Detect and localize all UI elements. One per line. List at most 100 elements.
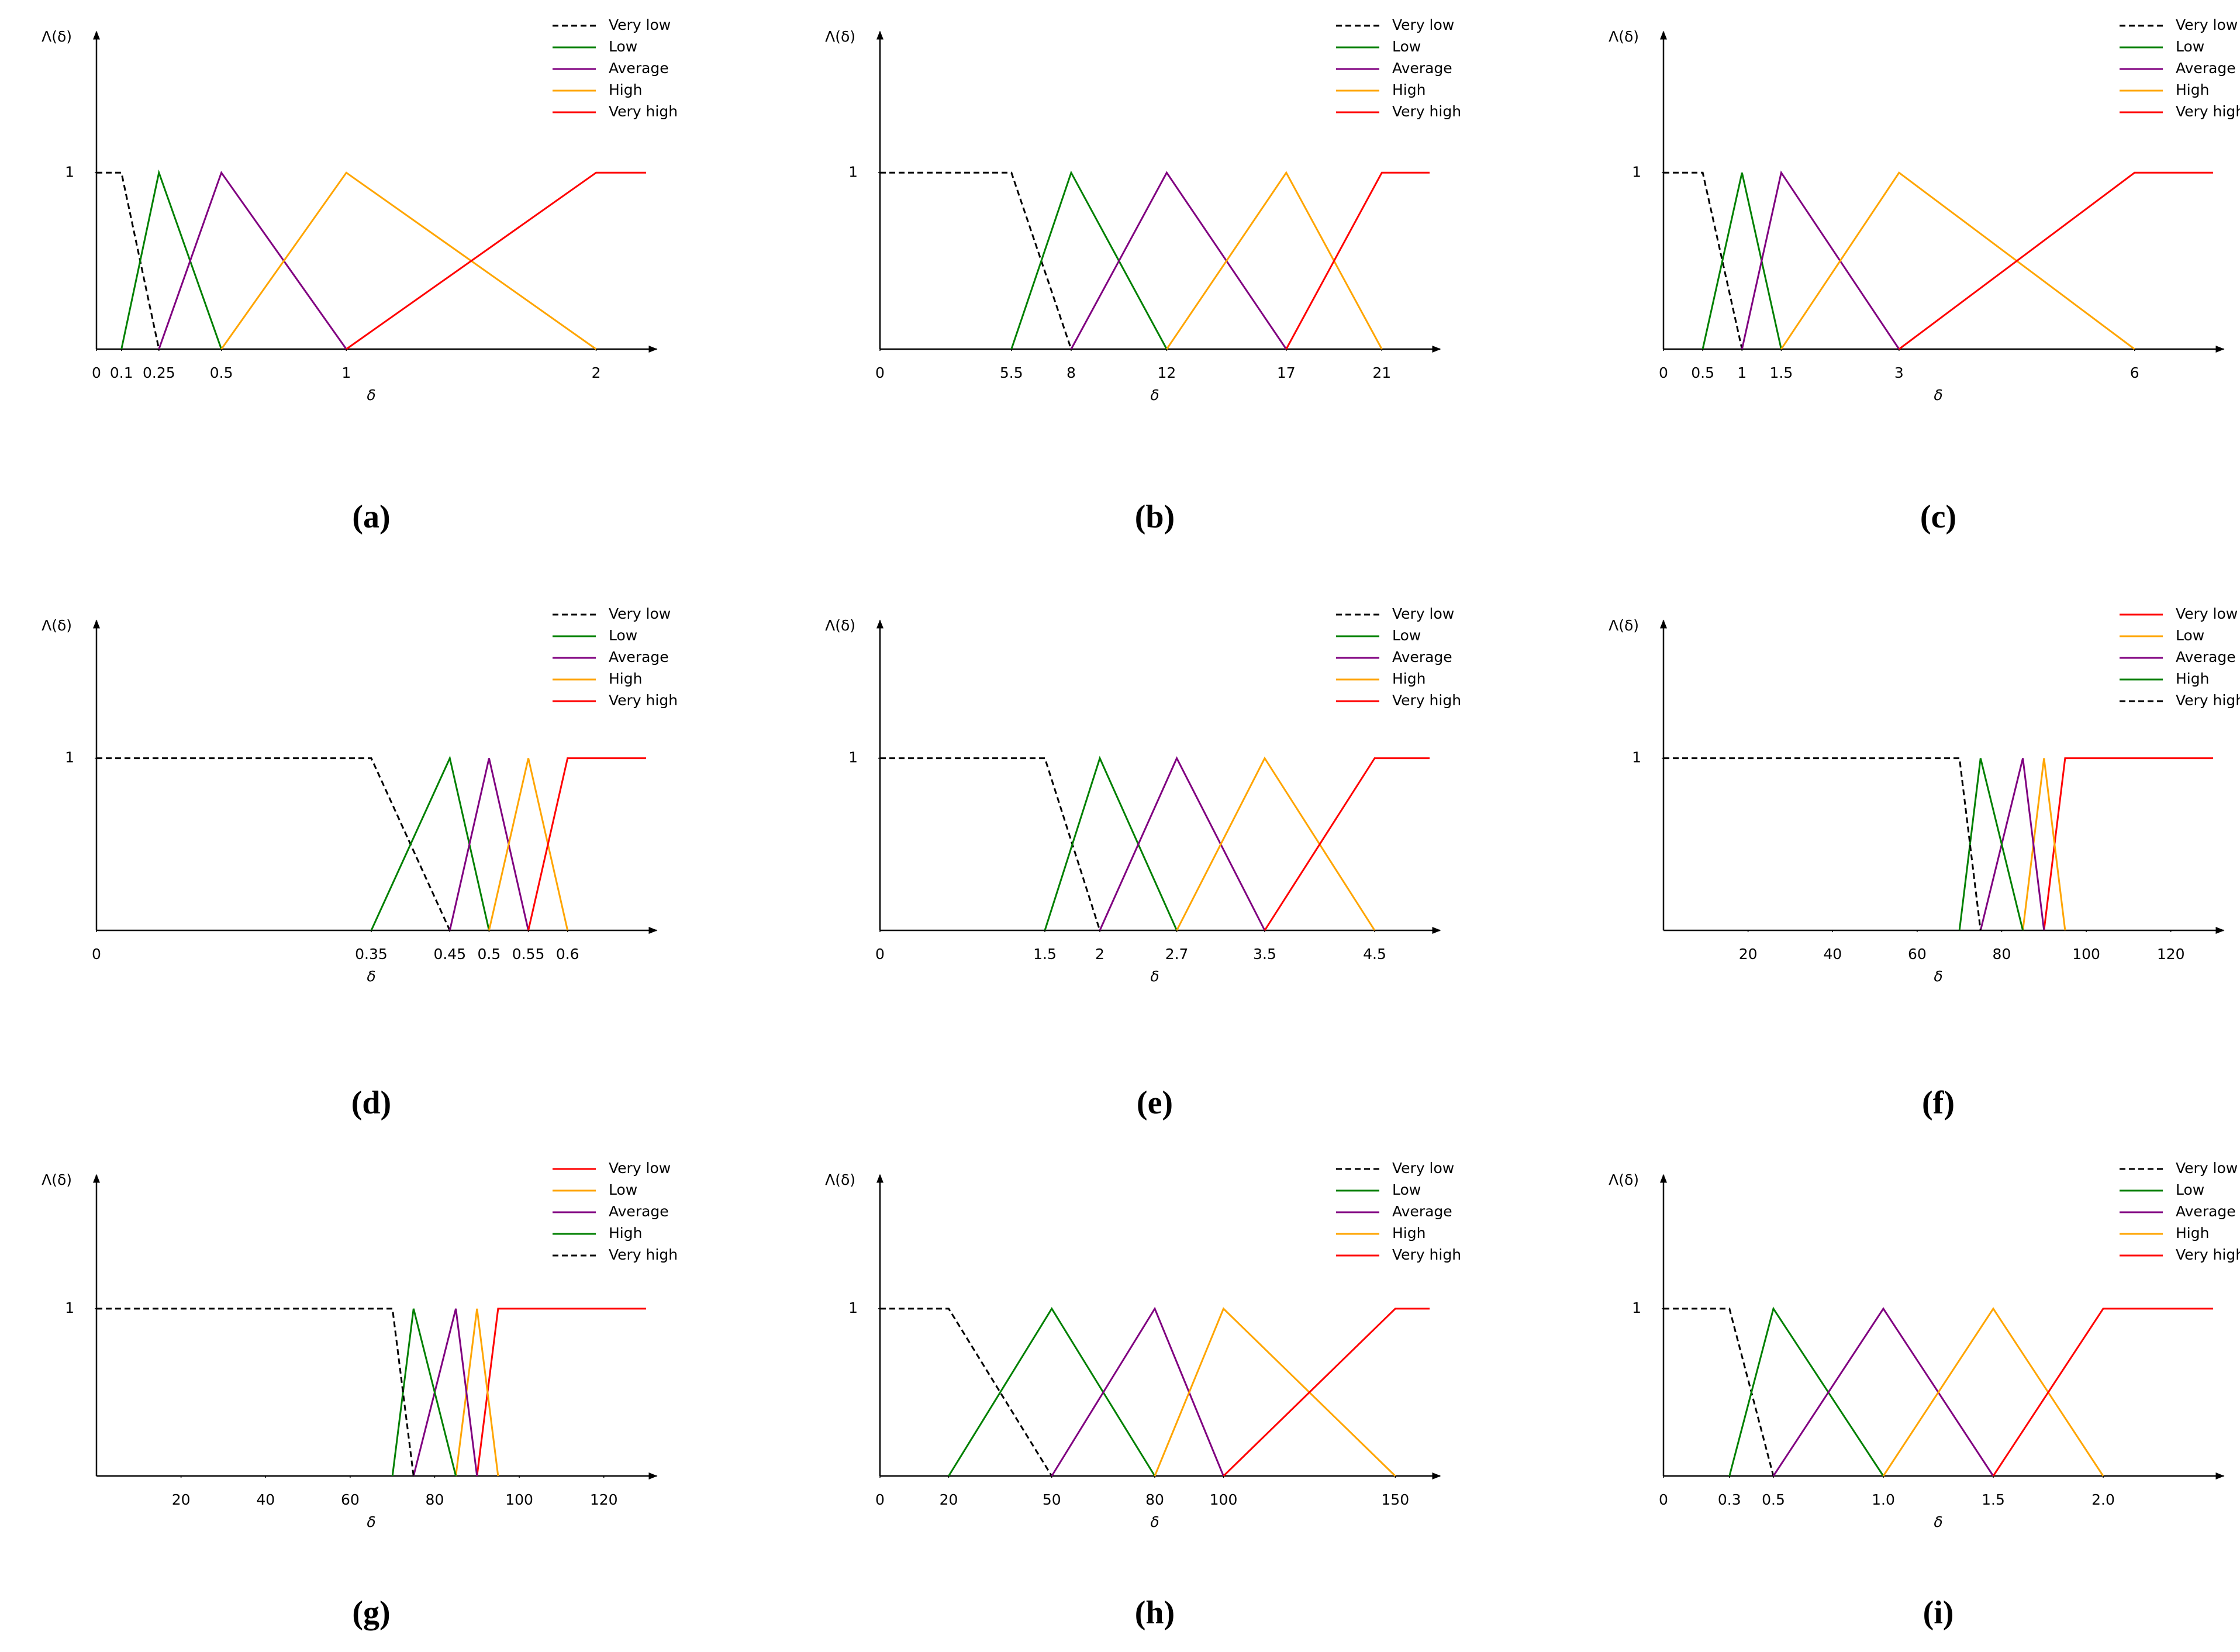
legend-label: Very high	[1392, 103, 1461, 120]
legend-label: Average	[2176, 1203, 2236, 1220]
legend-label: Very low	[1392, 605, 1454, 622]
x-tick-label: 80	[426, 1491, 444, 1508]
y-tick-label: 1	[1632, 1299, 1641, 1316]
y-axis-label: Λ(δ)	[42, 617, 72, 634]
legend-label: Average	[609, 60, 669, 77]
legend-label: High	[2176, 1225, 2209, 1241]
x-tick-label: 0	[92, 946, 101, 963]
x-axis-label: δ	[1150, 968, 1159, 985]
panel: Λ(δ) δ (c) 0 0.5 1 1.5 3 6 1 Very low Low Average Hig…	[1609, 16, 2240, 535]
panel-label: (g)	[352, 1595, 390, 1631]
y-tick-label: 1	[65, 749, 74, 766]
legend-label: Low	[1392, 38, 1421, 55]
panel: Λ(δ) δ (b) 0 5.5 8 12 17 21 1 Very low Low Average Hi…	[825, 16, 1461, 535]
series-line	[96, 757, 451, 931]
x-tick-label: 0.5	[478, 946, 501, 963]
panel: Λ(δ) δ (f) 20 40 60 80 100 120 1 Very low Low Averag…	[1609, 605, 2240, 1121]
series-line	[448, 758, 530, 931]
legend-label: Average	[609, 649, 669, 665]
series-line	[1958, 758, 2024, 931]
panel: Λ(δ) δ (a) 0 0.1 0.25 0.5 1 2 1 Very low Low Average…	[42, 16, 678, 535]
x-tick-label: 1	[1737, 364, 1747, 381]
series-line	[1010, 170, 1168, 350]
legend-label: Very low	[2176, 16, 2238, 33]
legend-label: Very low	[2176, 1160, 2238, 1177]
series-line	[1663, 1308, 1775, 1477]
panel-label: (h)	[1135, 1595, 1175, 1631]
x-tick-label: 3	[1894, 364, 1904, 381]
series-line	[1663, 171, 1743, 350]
x-tick-label: 2.0	[2091, 1491, 2115, 1508]
legend-label: High	[609, 670, 642, 687]
panel-label: (a)	[352, 499, 390, 535]
x-tick-label: 120	[590, 1491, 618, 1508]
x-tick-label: 6	[2130, 364, 2139, 381]
series-line	[1166, 171, 1383, 350]
legend-label: High	[1392, 670, 1426, 687]
x-tick-label: 8	[1066, 364, 1076, 381]
x-tick-label: 1	[341, 364, 351, 381]
x-tick-label: 12	[1158, 364, 1176, 381]
legend-label: Low	[609, 38, 637, 55]
x-tick-label: 2	[1095, 946, 1105, 963]
x-tick-label: 80	[1993, 946, 2011, 963]
panel: Λ(δ) δ (i) 0 0.3 0.5 1.0 1.5 2.0 1 Very low Low Aver…	[1609, 1160, 2240, 1631]
x-tick-label: 5.5	[1000, 364, 1023, 381]
series-line	[476, 1308, 646, 1477]
series-line	[370, 755, 490, 931]
legend-label: Very low	[609, 1160, 671, 1177]
panel-label: (f)	[1922, 1085, 1955, 1121]
legend-label: Very high	[2176, 692, 2240, 709]
series-line	[1663, 757, 1982, 931]
series-line	[1285, 171, 1430, 350]
x-tick-label: 60	[1908, 946, 1927, 963]
legend-label: Very high	[1392, 692, 1461, 709]
x-tick-label: 0.25	[143, 364, 175, 381]
x-tick-label: 1.0	[1872, 1491, 1895, 1508]
x-tick-label: 0.55	[512, 946, 545, 963]
series-line	[2022, 758, 2066, 931]
panel-label: (i)	[1923, 1595, 1954, 1631]
y-tick-label: 1	[65, 163, 74, 180]
legend-label: Low	[1392, 627, 1421, 644]
legend-label: Very low	[2176, 605, 2238, 622]
legend-label: High	[1392, 1225, 1426, 1241]
panel: Λ(δ) δ (h) 0 20 50 80 100 150 1 Very low Low Average…	[825, 1160, 1461, 1631]
panel: Λ(δ) δ (g) 20 40 60 80 100 120 1 Very low Low Averag…	[42, 1160, 678, 1631]
y-tick-label: 1	[848, 163, 858, 180]
x-tick-label: 0.5	[1691, 364, 1714, 381]
series-line	[120, 169, 223, 350]
x-tick-label: 0	[875, 1491, 885, 1508]
y-tick-label: 1	[848, 1299, 858, 1316]
x-tick-label: 3.5	[1253, 946, 1276, 963]
series-line	[1051, 1306, 1224, 1477]
series-line	[1154, 1307, 1396, 1477]
legend-label: Very high	[2176, 103, 2240, 120]
x-tick-label: 0.1	[110, 364, 133, 381]
x-tick-label: 0	[875, 946, 885, 963]
series-line	[158, 171, 347, 350]
x-tick-label: 2.7	[1165, 946, 1189, 963]
x-tick-label: 0.3	[1718, 1491, 1741, 1508]
x-tick-label: 0	[1659, 364, 1668, 381]
legend-label: Very high	[609, 103, 678, 120]
x-tick-label: 50	[1043, 1491, 1061, 1508]
legend-label: Low	[2176, 38, 2204, 55]
x-tick-label: 80	[1145, 1491, 1164, 1508]
series-line	[391, 1308, 457, 1477]
series-line	[1044, 756, 1178, 931]
series-line	[527, 757, 646, 931]
series-line	[1899, 171, 2213, 350]
y-axis-label: Λ(δ)	[1609, 617, 1639, 634]
y-axis-label: Λ(δ)	[1609, 28, 1639, 45]
legend-label: High	[1392, 81, 1426, 98]
series-line	[488, 758, 569, 931]
x-tick-label: 0	[1659, 1491, 1668, 1508]
series-line	[220, 171, 597, 350]
x-tick-label: 17	[1277, 364, 1296, 381]
series-line	[455, 1308, 499, 1477]
x-tick-label: 0.5	[1762, 1491, 1785, 1508]
series-line	[1223, 1308, 1430, 1477]
series-line	[346, 171, 646, 350]
x-tick-label: 4.5	[1363, 946, 1386, 963]
